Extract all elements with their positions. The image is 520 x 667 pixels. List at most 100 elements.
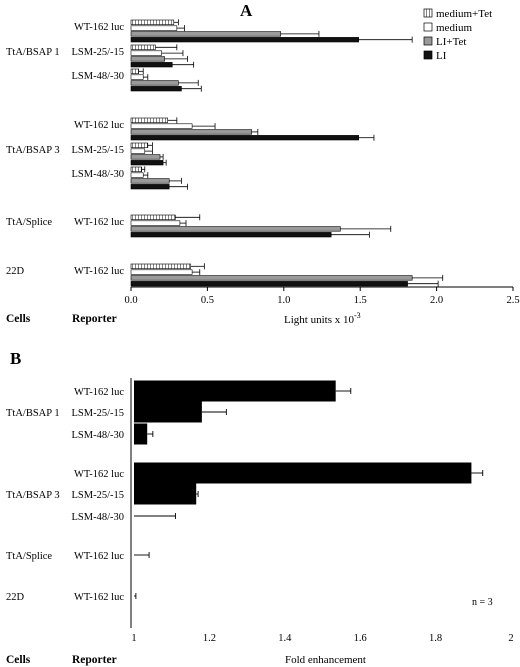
row-label-reporter: WT-162 luc: [74, 120, 124, 131]
panel-a-reporter-header: Reporter: [72, 313, 117, 325]
bar-li: [130, 232, 332, 238]
row-label-cell: TtA/Splice: [6, 217, 52, 228]
legend-label-medium: medium: [436, 22, 472, 34]
x-tick-label: 1.4: [278, 633, 292, 644]
bar-li-tet: [130, 154, 161, 160]
panel-b-reporter-header: Reporter: [72, 654, 117, 666]
fold-bar: [134, 380, 336, 402]
x-tick-label: 1.8: [429, 633, 442, 644]
row-label-cell: TtA/BSAP 3: [6, 490, 60, 501]
row-label-reporter: LSM-48/-30: [72, 512, 125, 523]
row-label-cell: TtA/BSAP 1: [6, 47, 60, 58]
legend-swatch-medium: [423, 22, 433, 32]
bar-medium-tet: [130, 142, 149, 148]
x-tick-label: 0.5: [201, 295, 214, 306]
x-axis-label-text: Light units x 10: [284, 314, 354, 326]
panel-b-row-labels: WT-162 luc LSM-25/-15 TtA/BSAP 1 LSM-48/-30…: [6, 387, 124, 603]
bar-medium: [130, 50, 162, 56]
x-tick-label: 1.2: [203, 633, 216, 644]
bar-medium-tet: [130, 19, 175, 25]
fold-bar: [134, 462, 472, 484]
row-label-reporter: WT-162 luc: [74, 592, 124, 603]
row-label-cell: 22D: [6, 266, 25, 277]
bar-li-tet: [130, 31, 282, 37]
bar-medium-tet: [130, 117, 168, 123]
legend-label-medium-tet: medium+Tet: [436, 8, 492, 20]
x-tick-label: 1.6: [354, 633, 367, 644]
row-label-reporter: LSM-25/-15: [72, 408, 125, 419]
panel-b-annotation: n = 3: [472, 597, 493, 608]
panel-a-letter: A: [240, 1, 253, 20]
bar-li: [130, 86, 182, 92]
legend-label-li: LI: [436, 50, 447, 62]
bar-li-tet: [130, 56, 165, 62]
panel-a-bars: [130, 19, 444, 287]
x-tick-label: 1: [131, 633, 136, 644]
row-label-cell: 22D: [6, 592, 25, 603]
row-label-reporter: LSM-48/-30: [72, 430, 125, 441]
bar-medium: [130, 148, 146, 154]
panel-b-bars: [134, 380, 484, 599]
row-label-reporter: LSM-25/-15: [72, 145, 125, 156]
panel-b-cells-header: Cells: [6, 654, 31, 666]
x-tick-label: 2.5: [506, 295, 519, 306]
panel-a-row-labels: WT-162 luc LSM-25/-15 TtA/BSAP 1 LSM-48/-30…: [6, 22, 124, 277]
panel-b-letter: B: [10, 349, 21, 368]
row-label-reporter: WT-162 luc: [74, 551, 124, 562]
x-axis-label-exponent: -3: [354, 311, 361, 320]
bar-li: [130, 160, 164, 166]
panel-a-x-axis-label: Light units x 10-3: [284, 311, 361, 326]
fold-bar: [134, 401, 202, 423]
bar-medium: [130, 25, 178, 31]
row-label-cell: TtA/BSAP 1: [6, 408, 60, 419]
row-label-reporter: LSM-48/-30: [72, 169, 125, 180]
panel-a: A Cells Reporter Light units x 10-3 0.0 0…: [6, 1, 520, 326]
x-tick-label: 1.5: [354, 295, 367, 306]
row-label-reporter: WT-162 luc: [74, 469, 124, 480]
bar-li-tet: [130, 275, 413, 281]
bar-medium: [130, 123, 193, 129]
bar-li: [130, 37, 359, 43]
panel-b-x-ticks: 1 1.2 1.4 1.6 1.8 2: [131, 633, 513, 644]
bar-li-tet: [130, 226, 341, 232]
fold-bar: [134, 483, 197, 505]
bar-medium: [130, 269, 193, 275]
row-label-reporter: WT-162 luc: [74, 266, 124, 277]
bar-li: [130, 135, 359, 141]
row-label-reporter: LSM-25/-15: [72, 47, 125, 58]
bar-medium: [130, 74, 144, 80]
x-tick-label: 2: [508, 633, 513, 644]
x-tick-label: 1.0: [277, 295, 290, 306]
bar-li: [130, 281, 408, 287]
bar-medium-tet: [130, 214, 176, 220]
bar-li-tet: [130, 178, 170, 184]
bar-medium: [130, 220, 181, 226]
bar-medium-tet: [130, 263, 191, 269]
row-label-reporter: WT-162 luc: [74, 217, 124, 228]
legend-swatch-medium-tet: [423, 8, 433, 18]
bar-medium-tet: [130, 68, 139, 74]
bar-li-tet: [130, 129, 253, 135]
panel-b: B Cells Reporter Fold enhancement n = 3 …: [6, 349, 514, 666]
x-tick-label: 2.0: [430, 295, 443, 306]
panel-a-legend: medium+Tet medium LI+Tet LI: [423, 8, 492, 62]
legend-label-li-tet: LI+Tet: [436, 36, 466, 48]
bar-medium-tet: [130, 166, 142, 172]
row-label-reporter: WT-162 luc: [74, 387, 124, 398]
bar-medium-tet: [130, 44, 156, 50]
row-label-reporter: WT-162 luc: [74, 22, 124, 33]
row-label-reporter: LSM-25/-15: [72, 490, 125, 501]
legend-swatch-li: [423, 50, 433, 60]
legend-swatch-li-tet: [423, 36, 433, 46]
bar-li: [130, 184, 170, 190]
panel-a-cells-header: Cells: [6, 313, 31, 325]
bar-medium: [130, 172, 144, 178]
row-label-cell: TtA/BSAP 3: [6, 145, 60, 156]
row-label-reporter: LSM-48/-30: [72, 71, 125, 82]
bar-li-tet: [130, 80, 179, 86]
bar-li: [130, 62, 173, 68]
fold-bar: [134, 423, 148, 445]
row-label-cell: TtA/Splice: [6, 551, 52, 562]
x-tick-label: 0.0: [124, 295, 137, 306]
